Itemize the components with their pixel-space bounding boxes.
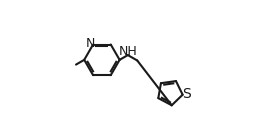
- Text: NH: NH: [119, 45, 137, 58]
- Text: N: N: [85, 37, 95, 50]
- Text: S: S: [182, 87, 190, 101]
